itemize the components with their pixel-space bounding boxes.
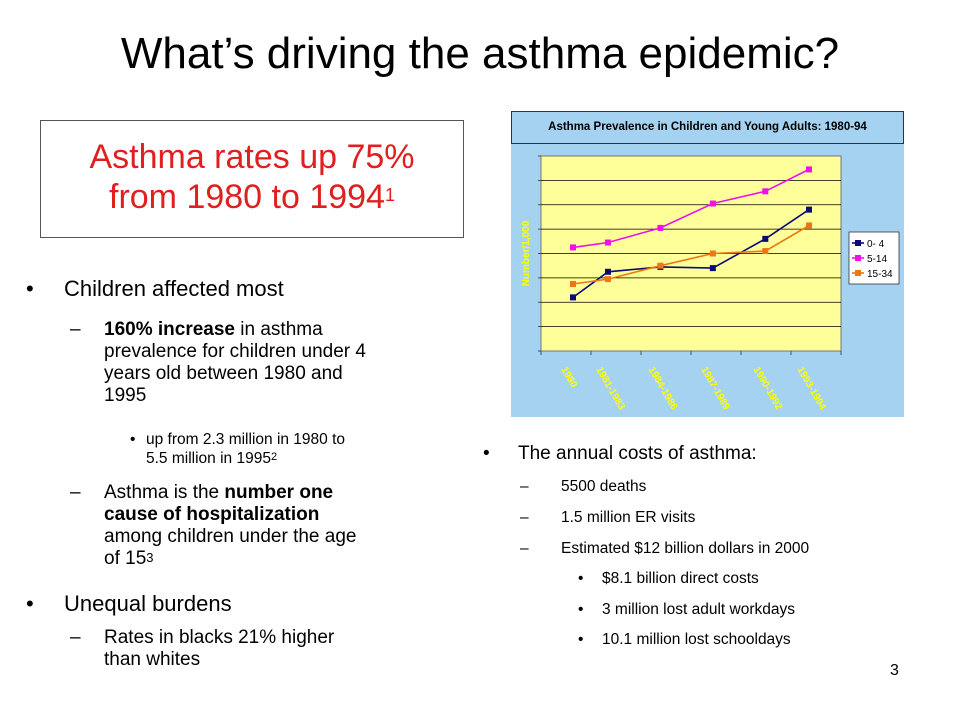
bullet-unequal-burdens: Unequal burdens — [64, 591, 232, 616]
callout-line-1: Asthma rates up 75% — [89, 138, 415, 176]
dash-marker: – — [70, 319, 81, 340]
rates-line-1: Rates in blacks 21% higher — [104, 627, 335, 648]
data-point — [570, 244, 576, 251]
data-point — [570, 294, 576, 301]
headline-callout: Asthma rates up 75% from 1980 to 19941 — [40, 120, 464, 238]
data-point — [604, 268, 611, 275]
increase-line-3: years old between 1980 and — [104, 363, 343, 384]
data-point — [762, 188, 769, 195]
data-point — [604, 276, 611, 283]
x-tick-label: 1980 — [558, 365, 579, 390]
bullet-annual-costs: The annual costs of asthma: — [518, 443, 757, 464]
upfrom-footnote: 2 — [270, 451, 278, 463]
increase-rest: in asthma — [235, 319, 323, 340]
increase-bold: 160% increase — [104, 319, 235, 340]
data-point — [762, 248, 769, 255]
data-point — [604, 239, 611, 246]
x-tick-label: 1984-1986 — [646, 365, 680, 412]
sub-sub-bullet-schooldays: 10.1 million lost schooldays — [602, 631, 791, 648]
bullet-marker: • — [578, 570, 584, 587]
slide-title: What’s driving the asthma epidemic? — [120, 29, 840, 78]
number-one-line-4-text: of 15 — [104, 548, 147, 569]
data-point — [709, 250, 716, 257]
callout-footnote: 1 — [384, 185, 395, 205]
series-line-0-4 — [572, 208, 810, 299]
dash-marker: – — [70, 627, 81, 648]
y-axis-label: Number/1,000 — [521, 220, 532, 286]
bullet-marker: • — [130, 431, 136, 448]
page-number: 3 — [890, 662, 899, 679]
chart-title: Asthma Prevalence in Children and Young … — [548, 121, 867, 133]
dash-marker: – — [70, 482, 81, 503]
chart-area: Number/1,000 1980 1981-1983 1984-1986 1987-1… — [511, 144, 904, 417]
sub-bullet-er-visits: 1.5 million ER visits — [561, 509, 696, 526]
number-one-line-3: among children under the age — [104, 526, 357, 547]
sub-bullet-160-increase: 160% increase in asthma prevalence for c… — [104, 319, 464, 407]
callout-line-2-text: from 1980 to 1994 — [109, 178, 385, 216]
bullet-children-affected: Children affected most — [64, 276, 284, 301]
series-line-5-14 — [572, 168, 810, 249]
data-point — [806, 206, 812, 213]
data-point — [657, 224, 664, 231]
chart-title-box: Asthma Prevalence in Children and Young … — [511, 111, 904, 144]
number-one-bold-2: cause of hospitalization — [104, 504, 320, 525]
sub-bullet-deaths: 5500 deaths — [561, 478, 647, 495]
dash-marker: – — [520, 540, 529, 557]
legend-swatch — [855, 270, 861, 276]
sub-sub-bullet-direct-costs: $8.1 billion direct costs — [602, 570, 759, 587]
increase-line-2: prevalence for children under 4 — [104, 341, 366, 362]
legend-swatch — [855, 240, 861, 246]
data-point — [657, 262, 664, 269]
bullet-marker: • — [578, 631, 584, 648]
increase-line-1: 160% increase in asthma — [104, 319, 464, 341]
series-line-15-34 — [572, 224, 810, 285]
number-one-line-2: cause of hospitalization — [104, 504, 464, 526]
asthma-prevalence-chart: Number/1,000 1980 1981-1983 1984-1986 1987-1… — [521, 155, 900, 412]
data-point — [709, 265, 716, 272]
number-one-line-4: of 153 — [104, 548, 464, 570]
number-one-bold-1: number one — [224, 482, 334, 503]
legend-entry: 5-14 — [867, 254, 887, 265]
x-tick-label: 1990-1992 — [751, 365, 785, 412]
x-tick-label: 1987-1989 — [698, 365, 732, 412]
data-point — [806, 166, 812, 173]
upfrom-line-2: 5.5 million in 19952 — [146, 449, 456, 468]
x-tick-label: 1993-1994 — [794, 365, 828, 412]
dash-marker: – — [520, 478, 529, 495]
number-one-footnote: 3 — [146, 550, 154, 565]
number-one-pre: Asthma is the — [104, 482, 225, 503]
bullet-marker: • — [483, 443, 490, 464]
upfrom-line-1: up from 2.3 million in 1980 to — [146, 431, 346, 448]
increase-line-4: 1995 — [104, 385, 147, 406]
sub-bullet-rates-blacks: Rates in blacks 21% higher than whites — [104, 627, 464, 671]
sub-bullet-number-one: Asthma is the number one cause of hospit… — [104, 482, 464, 570]
data-point — [570, 280, 576, 287]
sub-sub-bullet-workdays: 3 million lost adult workdays — [602, 601, 795, 618]
sub-bullet-estimated-cost: Estimated $12 billion dollars in 2000 — [561, 540, 810, 557]
data-point — [709, 200, 716, 207]
upfrom-line-2-text: 5.5 million in 1995 — [146, 450, 271, 467]
bullet-marker: • — [26, 276, 34, 301]
number-one-line-1: Asthma is the number one — [104, 482, 464, 504]
legend-swatch — [855, 255, 861, 261]
dash-marker: – — [520, 509, 529, 526]
legend-entry: 15-34 — [867, 269, 893, 280]
data-point — [806, 222, 812, 229]
data-point — [762, 235, 769, 242]
callout-line-2: from 1980 to 19941 — [41, 177, 463, 217]
bullet-marker: • — [26, 591, 34, 616]
legend-entry: 0- 4 — [867, 239, 885, 250]
bullet-marker: • — [578, 601, 584, 618]
rates-line-2: than whites — [104, 649, 201, 670]
sub-sub-bullet-up-from: up from 2.3 million in 1980 to 5.5 milli… — [146, 430, 456, 468]
x-tick-label: 1981-1983 — [593, 365, 627, 412]
